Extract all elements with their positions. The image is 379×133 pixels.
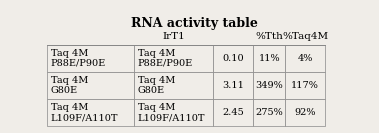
Bar (285, 72, 325, 99)
Text: IrT1: IrT1 (162, 32, 185, 41)
Text: 3.11: 3.11 (222, 81, 244, 90)
Text: Taq 4M
P88E/P90E: Taq 4M P88E/P90E (51, 49, 106, 68)
Text: 0.10: 0.10 (222, 54, 244, 63)
Bar (253, 72, 285, 99)
Text: 117%: 117% (291, 81, 319, 90)
Text: Taq 4M
G80E: Taq 4M G80E (138, 76, 175, 95)
Bar (285, 45, 325, 72)
Text: 4%: 4% (298, 54, 313, 63)
Bar (253, 99, 285, 126)
Bar (213, 72, 253, 99)
Text: RNA activity table: RNA activity table (131, 17, 258, 30)
Bar (253, 45, 285, 72)
Text: 2.45: 2.45 (222, 108, 244, 117)
Text: 275%: 275% (255, 108, 283, 117)
Text: Taq 4M
G80E: Taq 4M G80E (51, 76, 88, 95)
Bar (134, 72, 213, 99)
Bar (47, 72, 134, 99)
Text: Taq 4M
L109F/A110T: Taq 4M L109F/A110T (51, 103, 118, 122)
Text: 11%: 11% (258, 54, 280, 63)
Bar (134, 45, 213, 72)
Bar (134, 99, 213, 126)
Bar (47, 45, 134, 72)
Bar (213, 45, 253, 72)
Text: 349%: 349% (255, 81, 283, 90)
Text: 92%: 92% (294, 108, 316, 117)
Bar (47, 99, 134, 126)
Text: %Tth: %Tth (255, 32, 283, 41)
Text: %Taq4M: %Taq4M (282, 32, 328, 41)
Text: Taq 4M
L109F/A110T: Taq 4M L109F/A110T (138, 103, 205, 122)
Bar (285, 99, 325, 126)
Text: Taq 4M
P88E/P90E: Taq 4M P88E/P90E (138, 49, 193, 68)
Bar (213, 99, 253, 126)
